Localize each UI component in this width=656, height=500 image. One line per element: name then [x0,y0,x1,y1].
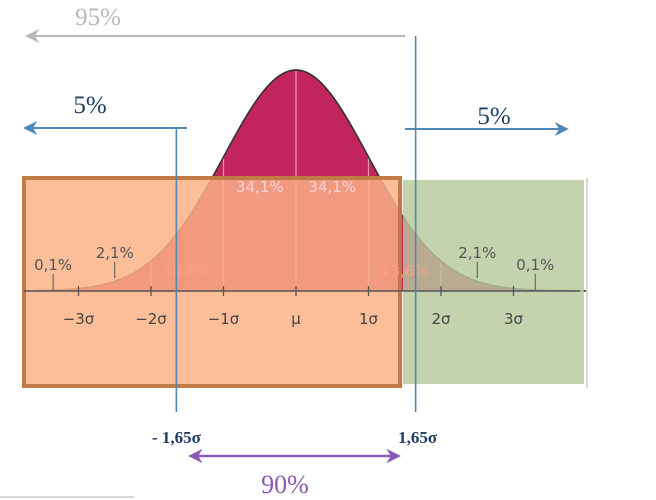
upper-95-label: 95% [75,4,121,31]
x-axis-ticks [77,286,515,296]
x-tick-label: 2σ [431,310,451,328]
band-percent-label: 13,6% [163,262,211,280]
band-percent-label: 2,1% [96,244,134,262]
x-tick-label: −3σ [63,310,95,328]
band-percent-label: 0,1% [34,256,72,274]
critical-value-label-right: 1,65σ [398,428,438,447]
x-tick-label: −2σ [135,310,167,328]
band-percent-labels: 34,1% 34,1% 13,6% 13,6% 2,1% 2,1% 0,1% 0,1% [34,178,554,290]
middle-90-label: 90% [261,470,309,499]
band-percent-label: 34,1% [308,178,356,196]
critical-value-label-left: - 1,65σ [152,428,202,447]
band-percent-label: 2,1% [458,244,496,262]
right-region-box [403,180,584,384]
x-axis-tick-labels: −3σ −2σ −1σ μ 1σ 2σ 3σ [63,310,524,328]
x-tick-label: 1σ [359,310,379,328]
left-tail-label: 5% [73,92,106,119]
band-percent-label: 34,1% [236,178,284,196]
x-tick-label: μ [291,310,301,328]
x-tick-label: −1σ [208,310,240,328]
right-tail-label: 5% [477,103,510,130]
band-percent-label: 0,1% [516,256,554,274]
band-percent-label: 13,6% [381,262,429,280]
x-tick-label: 3σ [504,310,524,328]
left-region-box [22,176,402,388]
